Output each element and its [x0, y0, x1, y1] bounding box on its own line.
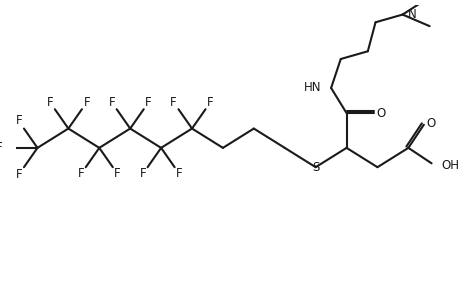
Text: F: F: [170, 96, 177, 109]
Text: F: F: [145, 96, 152, 109]
Text: F: F: [83, 96, 90, 109]
Text: F: F: [47, 96, 53, 109]
Text: S: S: [312, 161, 319, 174]
Text: F: F: [114, 167, 121, 181]
Text: F: F: [139, 167, 146, 181]
Text: F: F: [109, 96, 115, 109]
Text: OH: OH: [441, 159, 459, 172]
Text: F: F: [16, 168, 22, 181]
Text: F: F: [78, 167, 84, 181]
Text: O: O: [426, 117, 435, 130]
Text: F: F: [0, 141, 3, 154]
Text: F: F: [176, 167, 183, 181]
Text: F: F: [207, 96, 214, 109]
Text: N: N: [407, 8, 416, 21]
Text: F: F: [16, 114, 22, 127]
Text: O: O: [377, 107, 386, 120]
Text: HN: HN: [304, 81, 321, 94]
